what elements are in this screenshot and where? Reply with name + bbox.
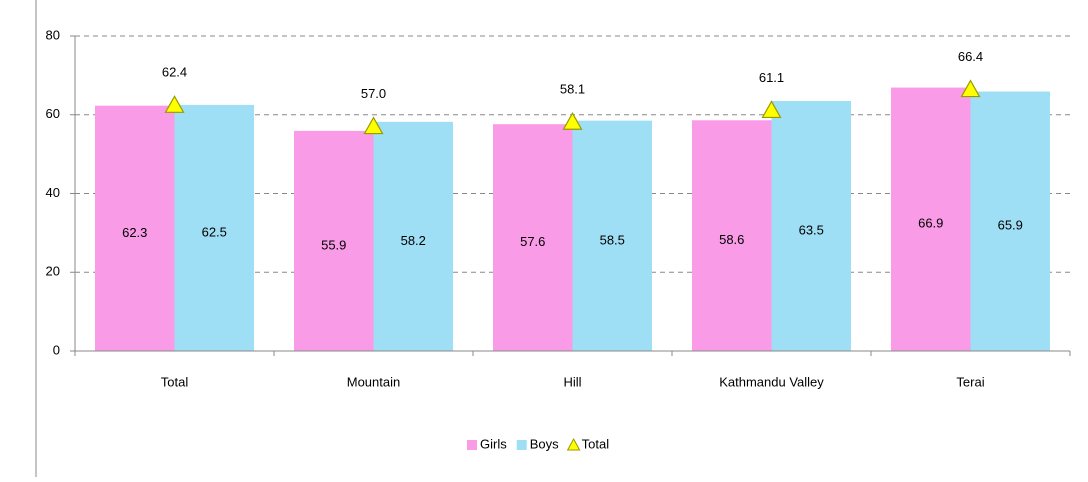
- bar: [294, 130, 374, 351]
- y-tick-label: 0: [53, 342, 60, 357]
- bar: [373, 121, 453, 352]
- x-tick-label: Total: [161, 374, 189, 389]
- data-label: 58.6: [719, 232, 744, 247]
- bar: [891, 87, 971, 352]
- legend-label: Total: [582, 436, 610, 451]
- data-label: 58.1: [560, 82, 585, 97]
- data-label: 55.9: [321, 237, 346, 252]
- x-tick-label: Terai: [956, 374, 984, 389]
- bar: [771, 100, 851, 351]
- legend-label: Girls: [480, 436, 507, 451]
- data-label: 65.9: [998, 218, 1023, 233]
- total-marker: [761, 100, 782, 119]
- y-tick-label: 20: [46, 264, 60, 279]
- bar: [174, 104, 254, 351]
- x-tick-label: Kathmandu Valley: [719, 374, 824, 389]
- data-label: 66.4: [958, 49, 983, 64]
- data-label: 62.3: [122, 225, 147, 240]
- x-tick-label: Hill: [563, 374, 581, 389]
- data-label: 66.9: [918, 216, 943, 231]
- total-marker: [960, 79, 981, 98]
- data-label: 61.1: [759, 70, 784, 85]
- data-label: 58.2: [401, 233, 426, 248]
- data-label: 57.0: [361, 86, 386, 101]
- total-marker: [562, 112, 583, 130]
- y-tick-label: 40: [46, 185, 60, 200]
- legend-swatch: [566, 437, 581, 451]
- bar: [692, 120, 772, 351]
- y-tick-label: 60: [46, 106, 60, 121]
- bar: [493, 124, 573, 351]
- bar: [95, 105, 175, 351]
- data-label: 57.6: [520, 234, 545, 249]
- legend-swatch: [516, 440, 527, 450]
- data-label: 58.5: [600, 232, 625, 247]
- total-marker: [164, 95, 185, 113]
- data-label: 62.5: [202, 224, 227, 239]
- x-tick-label: Mountain: [347, 374, 400, 389]
- total-marker: [363, 116, 384, 135]
- y-tick-label: 80: [46, 27, 60, 42]
- data-label: 62.4: [162, 65, 187, 80]
- bar: [572, 120, 652, 351]
- bar: [970, 91, 1050, 352]
- legend-label: Boys: [530, 436, 559, 451]
- legend-swatch: [467, 440, 477, 450]
- data-label: 63.5: [799, 222, 824, 237]
